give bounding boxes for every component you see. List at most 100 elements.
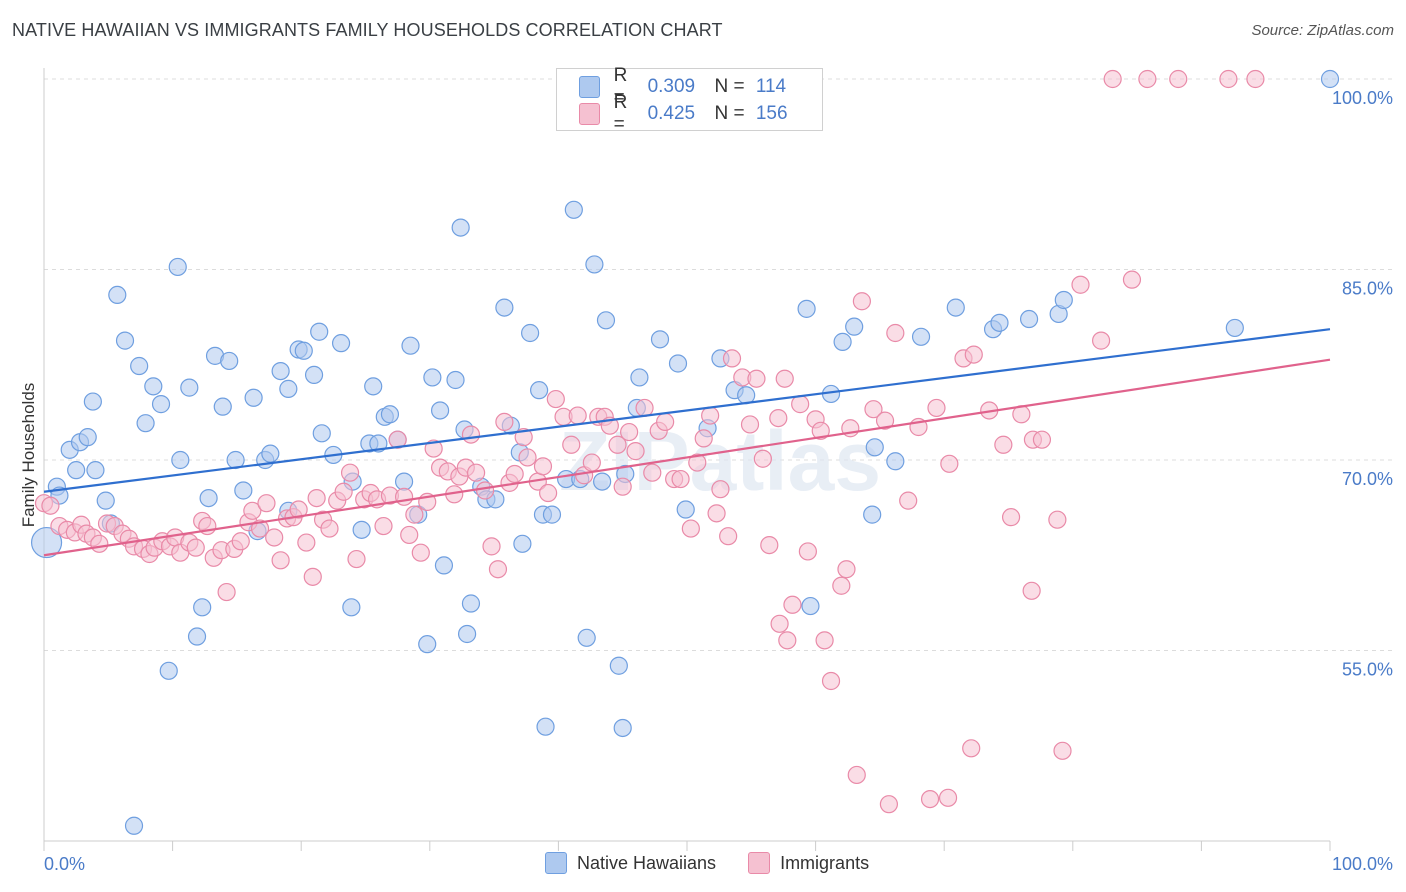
native-hawaiians-point <box>244 388 263 407</box>
pink-swatch-icon <box>748 852 771 874</box>
native-hawaiians-point <box>585 255 604 274</box>
native-hawaiians-point <box>115 331 135 350</box>
r-label: R = <box>613 92 628 135</box>
y-tick-label: 100.0% <box>1332 88 1393 108</box>
native-hawaiians-point <box>457 624 477 644</box>
native-hawaiians-point <box>67 461 86 480</box>
immigrants-point <box>562 435 581 454</box>
tick-labels: 55.0% 70.0% 85.0% 100.0% 0.0% 100.0% <box>44 88 1393 874</box>
native-hawaiians-point <box>380 405 400 424</box>
y-tick-label: 55.0% <box>1342 660 1393 680</box>
immigrants-point <box>374 516 393 536</box>
native-hawaiians-point <box>213 397 232 416</box>
native-hawaiians-point <box>833 332 852 351</box>
immigrants-point <box>217 582 236 602</box>
native-hawaiians-point <box>564 200 583 219</box>
immigrants-point <box>886 323 905 343</box>
immigrants-point <box>769 408 788 428</box>
immigrants-point <box>1048 510 1067 529</box>
native-hawaiians-point <box>78 428 97 447</box>
immigrants-point <box>1122 270 1142 289</box>
immigrants-point <box>837 560 856 579</box>
native-hawaiians-point <box>797 299 816 318</box>
immigrants-point <box>864 400 883 419</box>
y-tick-label: 85.0% <box>1342 279 1393 299</box>
immigrants-point <box>852 292 871 311</box>
native-hawaiians-point <box>521 323 540 343</box>
stats-legend: R = 0.309 N = 114 R = 0.425 N = 156 <box>556 65 823 135</box>
native-hawaiians-point <box>650 330 670 349</box>
immigrants-point <box>1053 741 1072 760</box>
axes <box>43 68 1331 851</box>
native-hawaiians-point <box>1054 290 1073 310</box>
immigrants-point <box>753 449 772 468</box>
immigrants-point <box>186 538 205 557</box>
immigrants-point <box>875 411 895 430</box>
immigrants-point <box>775 369 794 388</box>
immigrants-point <box>711 480 730 499</box>
immigrants-point <box>539 483 558 503</box>
immigrants-point <box>461 425 481 444</box>
legend-label: Native Hawaiians <box>577 852 717 873</box>
immigrants-point <box>533 457 553 476</box>
native-hawaiians-point <box>430 401 450 420</box>
blue-swatch-icon <box>579 76 600 98</box>
native-hawaiians-point <box>630 368 649 387</box>
immigrants-point <box>740 415 760 434</box>
native-hawaiians-point <box>577 628 596 647</box>
immigrants-point <box>271 551 290 570</box>
immigrants-point <box>347 549 366 569</box>
native-hawaiians-point <box>83 392 102 411</box>
native-hawaiians-point <box>596 311 616 330</box>
immigrants-point <box>994 435 1013 454</box>
native-hawaiians-point <box>30 526 63 559</box>
immigrants-point <box>635 398 654 418</box>
native-hawaiians-point <box>990 313 1009 332</box>
immigrants-point <box>760 535 779 555</box>
immigrants-point <box>388 430 407 449</box>
immigrants-point <box>832 576 851 595</box>
immigrants-point <box>747 369 766 388</box>
immigrants-point <box>394 487 414 506</box>
native-hawaiians-point <box>304 365 324 385</box>
immigrants-point <box>90 534 109 553</box>
immigrants-point <box>488 560 508 579</box>
y-axis-label: Family Households <box>19 383 38 528</box>
immigrants-point <box>568 406 587 425</box>
immigrants-point <box>613 477 632 496</box>
legend-item-immigrants[interactable]: Immigrants <box>748 852 869 874</box>
immigrants-point <box>297 533 316 552</box>
immigrants-point <box>608 435 627 454</box>
legend-item-native-hawaiians[interactable]: Native Hawaiians <box>545 852 716 874</box>
native-hawaiians-point <box>294 341 313 360</box>
immigrants-point <box>671 469 690 489</box>
series-legend: Native Hawaiians Immigrants <box>545 852 901 874</box>
native-hawaiians-point <box>220 351 239 371</box>
immigrants-point <box>475 481 495 500</box>
native-hawaiians-point <box>199 489 218 508</box>
immigrants-point <box>811 421 830 440</box>
y-tick-label: 70.0% <box>1342 469 1393 489</box>
immigrants-point <box>927 398 946 418</box>
immigrants-point <box>962 739 981 758</box>
native-hawaiians-point <box>513 534 532 553</box>
native-hawaiians-point <box>801 596 820 616</box>
immigrants-point <box>1246 69 1265 89</box>
native-hawaiians-point <box>394 472 414 491</box>
native-hawaiians-point <box>668 354 688 373</box>
n-value: 114 <box>755 76 787 97</box>
legend-row-immigrants: R = 0.425 N = 156 <box>579 92 823 135</box>
immigrants-point <box>688 453 707 472</box>
immigrants-point <box>466 463 486 482</box>
native-hawaiians-point <box>159 661 178 680</box>
native-hawaiians-point <box>865 438 884 457</box>
immigrants-point <box>41 496 60 515</box>
native-hawaiians-point <box>180 378 199 397</box>
native-hawaiians-point <box>593 472 612 491</box>
immigrants-point <box>424 439 443 458</box>
native-hawaiians-point <box>446 370 465 390</box>
source-credit: Source: ZipAtlas.com <box>1251 22 1394 39</box>
immigrants-point <box>307 489 326 508</box>
native-hawaiians-point <box>352 520 371 539</box>
native-hawaiians-point <box>168 257 187 277</box>
